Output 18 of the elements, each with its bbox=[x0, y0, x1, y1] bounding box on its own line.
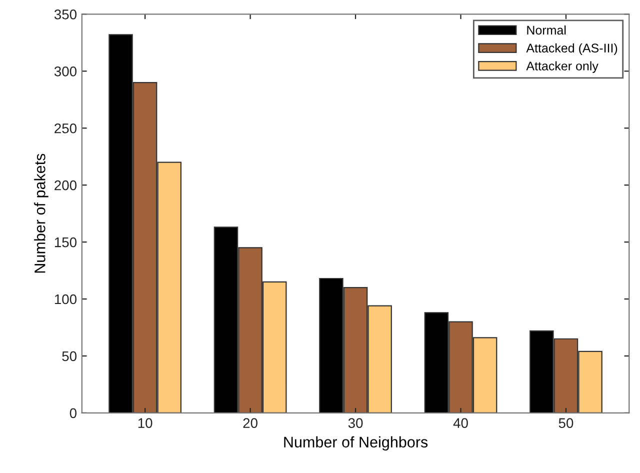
y-axis-title: Number of pakets bbox=[34, 154, 48, 273]
x-tick-label: 20 bbox=[243, 418, 258, 428]
y-tick-label: 100 bbox=[54, 294, 77, 304]
y-tick-label: 350 bbox=[54, 10, 77, 20]
y-tick-label: 300 bbox=[54, 66, 77, 76]
x-axis-title: Number of Neighbors bbox=[284, 436, 428, 451]
x-tick-label: 30 bbox=[348, 418, 363, 428]
legend-label: Normal bbox=[527, 25, 566, 35]
y-tick-label: 150 bbox=[54, 237, 77, 248]
y-tick-label: 0 bbox=[70, 408, 77, 418]
y-tick-label: 200 bbox=[54, 180, 77, 190]
y-tick-label: 250 bbox=[54, 123, 77, 134]
legend-label: Attacked (AS-III) bbox=[526, 43, 618, 55]
legend-label: Attacker only bbox=[526, 61, 598, 73]
x-tick-label: 50 bbox=[558, 418, 574, 428]
y-tick-label: 50 bbox=[62, 351, 77, 362]
x-tick-label: 10 bbox=[138, 418, 152, 428]
x-tick-label: 40 bbox=[453, 418, 468, 428]
